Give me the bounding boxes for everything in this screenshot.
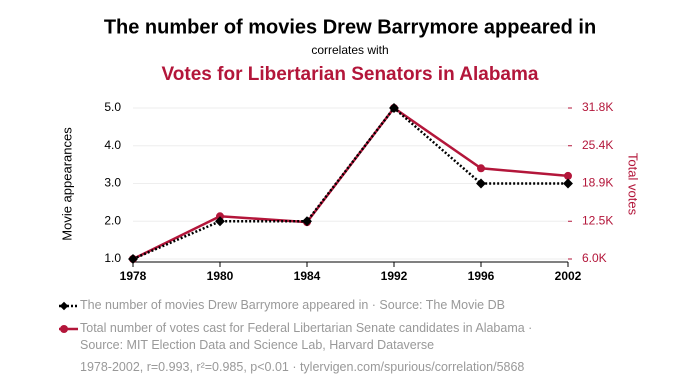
legend-swatch [59,301,78,311]
data-point [563,178,573,189]
legend-item: Total number of votes cast for Federal L… [58,320,578,354]
y-tick-label: 1.0 [104,251,121,265]
x-tick-label: 1984 [294,269,321,283]
y2-tick-label: 18.9K [582,176,613,190]
x-tick-label: 1980 [207,269,234,283]
y2-tick-label: 25.4K [582,138,613,152]
data-point [216,212,224,221]
series-line [132,106,568,261]
chart-title-2: Votes for Libertarian Senators in Alabam… [162,64,539,85]
legend-swatch [59,325,78,333]
data-point [564,171,572,180]
chart: The number of movies Drew Barrymore appe… [59,16,641,283]
y2-tick-label: 6.0K [582,251,607,265]
x-tick-label: 1996 [468,269,495,283]
chart-title: The number of movies Drew Barrymore appe… [104,16,596,38]
x-tick-label: 1992 [381,269,408,283]
y-tick-label: 4.0 [104,138,121,152]
footnote: 1978-2002, r=0.993, r²=0.985, p<0.01 · t… [80,360,525,374]
chart-subtitle: correlates with [311,43,388,57]
y-tick-label: 5.0 [104,100,121,114]
y2-tick-label: 31.8K [582,100,613,114]
y2-tick-label: 12.5K [582,213,613,227]
data-point [128,254,138,264]
data-point [476,178,486,189]
y2-axis-label: Total votes [626,153,641,216]
x-tick-label: 1978 [120,269,147,283]
y-axis-label: Movie appearances [59,127,74,241]
legend-item: The number of movies Drew Barrymore appe… [58,297,578,314]
legend-label: The number of movies Drew Barrymore appe… [80,298,505,312]
data-point [215,216,225,227]
y-tick-label: 3.0 [104,176,121,190]
x-tick-label: 2002 [555,269,582,283]
data-point [477,164,485,173]
y-tick-label: 2.0 [104,213,121,227]
data-point [302,216,312,227]
legend-label: Total number of votes cast for Federal L… [80,321,533,352]
